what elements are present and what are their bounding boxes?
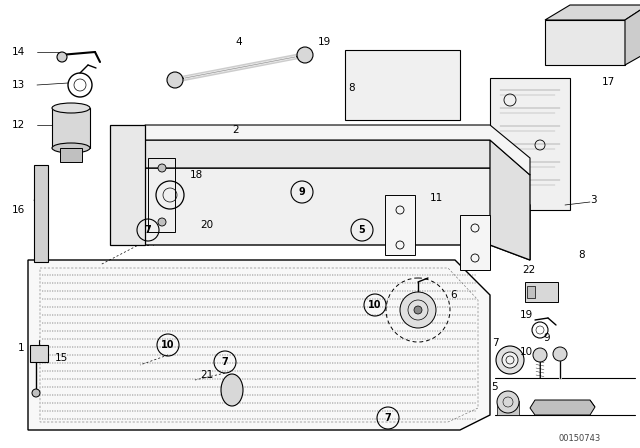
- Polygon shape: [52, 108, 90, 148]
- Text: 18: 18: [190, 170, 204, 180]
- Text: 5: 5: [491, 382, 498, 392]
- Polygon shape: [525, 282, 558, 302]
- Polygon shape: [28, 260, 490, 430]
- Polygon shape: [460, 215, 490, 270]
- Polygon shape: [30, 345, 48, 362]
- Text: 22: 22: [522, 265, 535, 275]
- Text: 4: 4: [235, 37, 242, 47]
- Text: 13: 13: [12, 80, 25, 90]
- Text: 15: 15: [55, 353, 68, 363]
- Text: 9: 9: [543, 333, 550, 343]
- Polygon shape: [110, 125, 145, 245]
- Text: 3: 3: [590, 195, 596, 205]
- Text: 17: 17: [602, 77, 615, 87]
- Text: 10: 10: [368, 300, 381, 310]
- Polygon shape: [590, 400, 595, 407]
- Text: 10: 10: [520, 347, 533, 357]
- Polygon shape: [34, 165, 48, 262]
- Text: 1: 1: [18, 343, 24, 353]
- Text: 20: 20: [200, 220, 213, 230]
- Text: 8: 8: [348, 83, 355, 93]
- Text: 7: 7: [221, 357, 228, 367]
- Text: 7: 7: [145, 225, 152, 235]
- Circle shape: [496, 346, 524, 374]
- Ellipse shape: [52, 143, 90, 153]
- Text: 16: 16: [12, 205, 25, 215]
- Circle shape: [297, 47, 313, 63]
- Text: 14: 14: [12, 47, 25, 57]
- Circle shape: [533, 348, 547, 362]
- Polygon shape: [530, 400, 595, 415]
- Circle shape: [158, 164, 166, 172]
- Circle shape: [553, 347, 567, 361]
- Circle shape: [57, 52, 67, 62]
- Text: 5: 5: [358, 225, 365, 235]
- Polygon shape: [490, 78, 570, 210]
- Circle shape: [414, 306, 422, 314]
- Text: 8: 8: [578, 250, 584, 260]
- Circle shape: [32, 389, 40, 397]
- Circle shape: [167, 72, 183, 88]
- Circle shape: [400, 292, 436, 328]
- Text: 11: 11: [430, 193, 444, 203]
- Polygon shape: [145, 168, 530, 260]
- Circle shape: [158, 218, 166, 226]
- Text: 19: 19: [318, 37, 332, 47]
- Polygon shape: [497, 401, 519, 415]
- Text: 7: 7: [492, 338, 499, 348]
- Circle shape: [502, 352, 518, 368]
- Polygon shape: [385, 195, 415, 255]
- Ellipse shape: [221, 374, 243, 406]
- Text: 21: 21: [200, 370, 213, 380]
- Text: 00150743: 00150743: [559, 434, 601, 443]
- Polygon shape: [545, 20, 625, 65]
- Ellipse shape: [52, 103, 90, 113]
- Circle shape: [497, 391, 519, 413]
- Polygon shape: [60, 148, 82, 162]
- Text: 9: 9: [299, 187, 305, 197]
- Text: 7: 7: [385, 413, 392, 423]
- Polygon shape: [490, 140, 530, 260]
- Polygon shape: [527, 286, 535, 298]
- Text: 2: 2: [232, 125, 239, 135]
- Polygon shape: [625, 5, 640, 65]
- Text: 12: 12: [12, 120, 25, 130]
- Polygon shape: [145, 125, 530, 175]
- Polygon shape: [145, 140, 530, 175]
- Text: 19: 19: [520, 310, 533, 320]
- Polygon shape: [345, 50, 460, 120]
- Text: 6: 6: [450, 290, 456, 300]
- Polygon shape: [545, 5, 640, 20]
- Text: 10: 10: [161, 340, 175, 350]
